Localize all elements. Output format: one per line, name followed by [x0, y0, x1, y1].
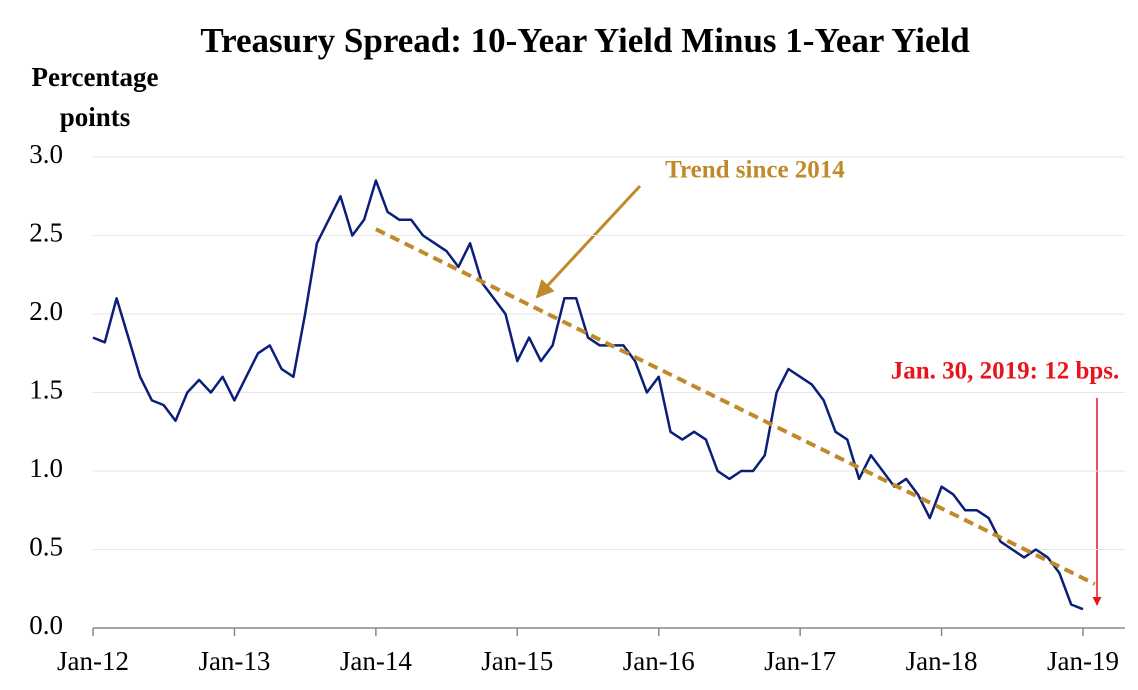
y-tick-label: 0.0: [29, 610, 63, 640]
data-line: [92, 179, 1084, 611]
trend-label: Trend since 2014: [665, 157, 845, 184]
x-tick-label: Jan-18: [906, 646, 978, 676]
chart-title: Treasury Spread: 10-Year Yield Minus 1-Y…: [200, 21, 970, 60]
y-tick-label: 1.0: [29, 453, 63, 483]
x-tick-label: Jan-16: [623, 646, 695, 676]
y-axis-label: points: [60, 102, 131, 132]
y-axis-label: Percentage: [32, 62, 159, 92]
x-tick-label: Jan-15: [481, 646, 553, 676]
x-tick-label: Jan-13: [198, 646, 270, 676]
y-tick-label: 3.0: [29, 139, 63, 169]
y-tick-label: 2.5: [29, 218, 63, 248]
trend-arrow: [535, 184, 642, 299]
y-tick-label: 0.5: [29, 532, 63, 562]
x-tick-label: Jan-17: [764, 646, 836, 676]
x-tick-label: Jan-12: [57, 646, 129, 676]
trend-line: [375, 227, 1096, 586]
annotation: Jan. 30, 2019: 12 bps.: [891, 358, 1120, 385]
x-tick-label: Jan-14: [340, 646, 412, 676]
x-tick-label: Jan-19: [1047, 646, 1119, 676]
y-tick-label: 2.0: [29, 296, 63, 326]
y-tick-label: 1.5: [29, 375, 63, 405]
